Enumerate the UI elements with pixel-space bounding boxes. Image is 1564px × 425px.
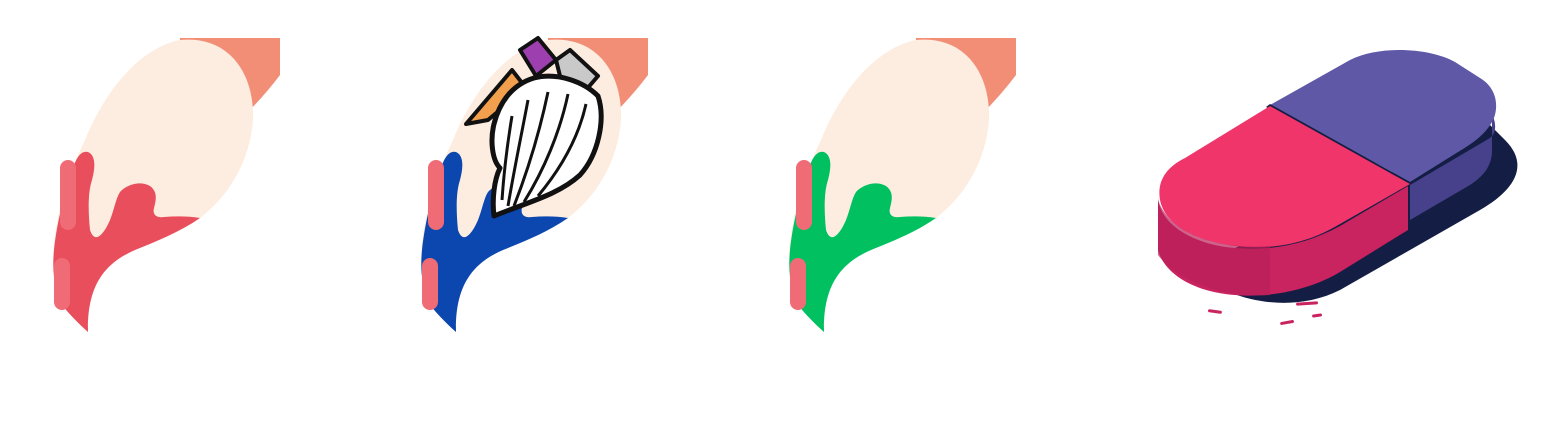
blue-paint-tool[interactable] xyxy=(408,20,668,350)
eraser-icon xyxy=(1158,50,1518,325)
paintbrush-icon xyxy=(464,36,604,219)
red-paint-tool[interactable] xyxy=(40,20,300,350)
paint-drip-green-icon xyxy=(789,38,1016,333)
paint-drip-blue-icon xyxy=(421,36,648,333)
paint-drip-red-icon xyxy=(53,38,280,333)
green-paint-tool[interactable] xyxy=(776,20,1036,350)
eraser-tool[interactable] xyxy=(1140,40,1540,340)
